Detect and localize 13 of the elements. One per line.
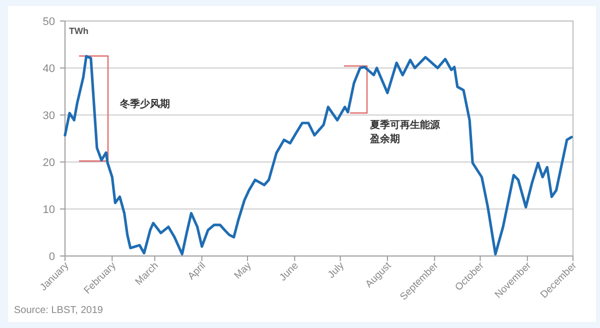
x-tick-label: July bbox=[326, 260, 346, 281]
y-tick-label: 30 bbox=[42, 110, 55, 122]
x-tick-label: May bbox=[232, 260, 254, 282]
source-note: Source: LBST, 2019 bbox=[14, 305, 104, 316]
y-tick-label: 50 bbox=[42, 16, 55, 28]
y-tick-label: 20 bbox=[42, 157, 55, 169]
y-tick-label: 40 bbox=[42, 63, 55, 75]
y-tick-label: 0 bbox=[48, 251, 55, 263]
annotation: 冬季少风期 bbox=[119, 98, 170, 110]
x-tick-label: June bbox=[278, 260, 302, 284]
y-tick-label: 10 bbox=[42, 204, 55, 216]
y-axis-title: TWh bbox=[69, 26, 88, 36]
annotation: 夏季可再生能源盈余期 bbox=[369, 119, 441, 145]
